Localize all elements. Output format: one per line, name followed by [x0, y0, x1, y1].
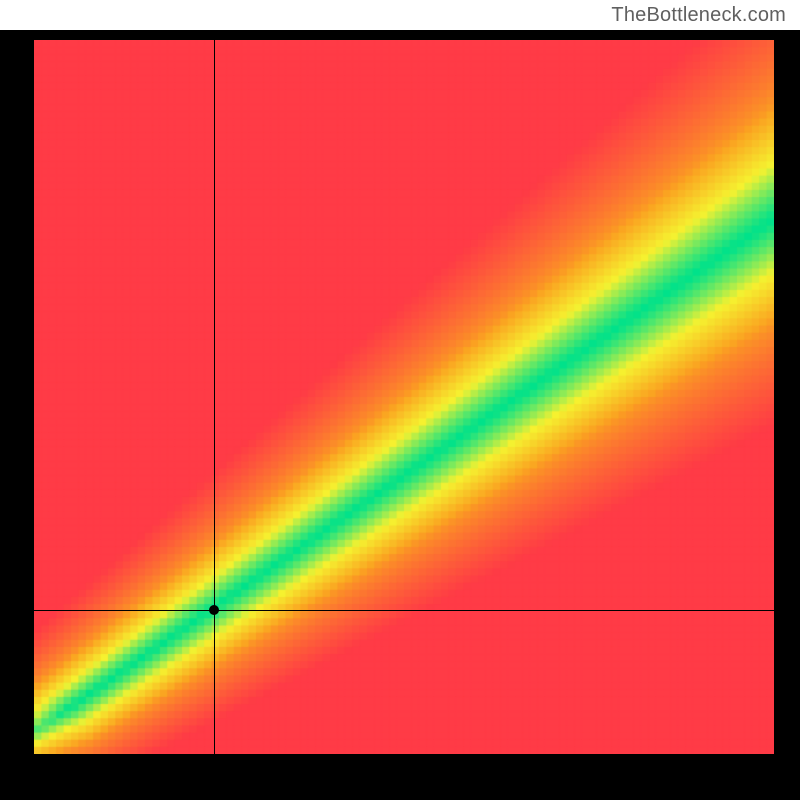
watermark: TheBottleneck.com — [611, 4, 786, 27]
crosshair-marker — [209, 605, 219, 615]
chart-frame — [0, 30, 800, 800]
crosshair-vertical — [214, 40, 215, 754]
crosshair-horizontal — [34, 610, 774, 611]
heatmap-plot — [34, 40, 774, 754]
heatmap-canvas — [34, 40, 774, 754]
